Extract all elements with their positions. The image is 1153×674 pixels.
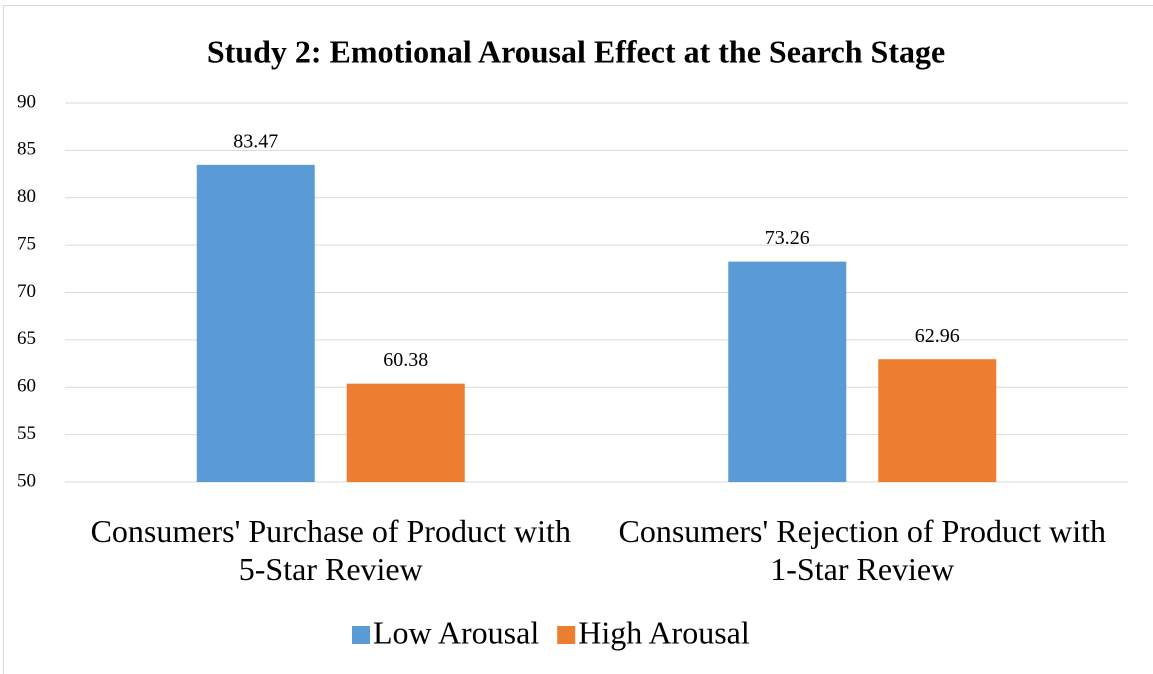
y-tick-label: 70 (17, 281, 36, 302)
x-tick-label: Consumers' Rejection of Product with 1-S… (618, 513, 1106, 587)
y-tick-label: 50 (17, 470, 36, 491)
bar (346, 383, 465, 482)
y-tick-label: 85 (17, 139, 36, 160)
y-tick-label: 80 (17, 186, 36, 207)
y-tick-label: 55 (17, 423, 36, 444)
data-label: 83.47 (233, 130, 278, 152)
legend-label: High Arousal (578, 614, 750, 650)
bar (196, 164, 315, 482)
x-tick-label: Consumers' Purchase of Product with 5-St… (90, 513, 571, 587)
data-label: 73.26 (765, 227, 810, 249)
y-tick-label: 75 (17, 233, 36, 254)
y-tick-label: 90 (17, 91, 36, 112)
chart-title: Study 2: Emotional Arousal Effect at the… (207, 33, 945, 69)
legend-label: Low Arousal (373, 614, 539, 650)
bar (728, 261, 847, 482)
legend-swatch (352, 626, 370, 644)
chart-border (3, 5, 1153, 674)
data-label: 62.96 (915, 325, 960, 347)
data-label: 60.38 (383, 349, 428, 371)
legend-swatch (557, 626, 576, 644)
bar (878, 359, 997, 482)
y-tick-label: 65 (17, 328, 36, 349)
y-tick-label: 60 (17, 376, 36, 397)
